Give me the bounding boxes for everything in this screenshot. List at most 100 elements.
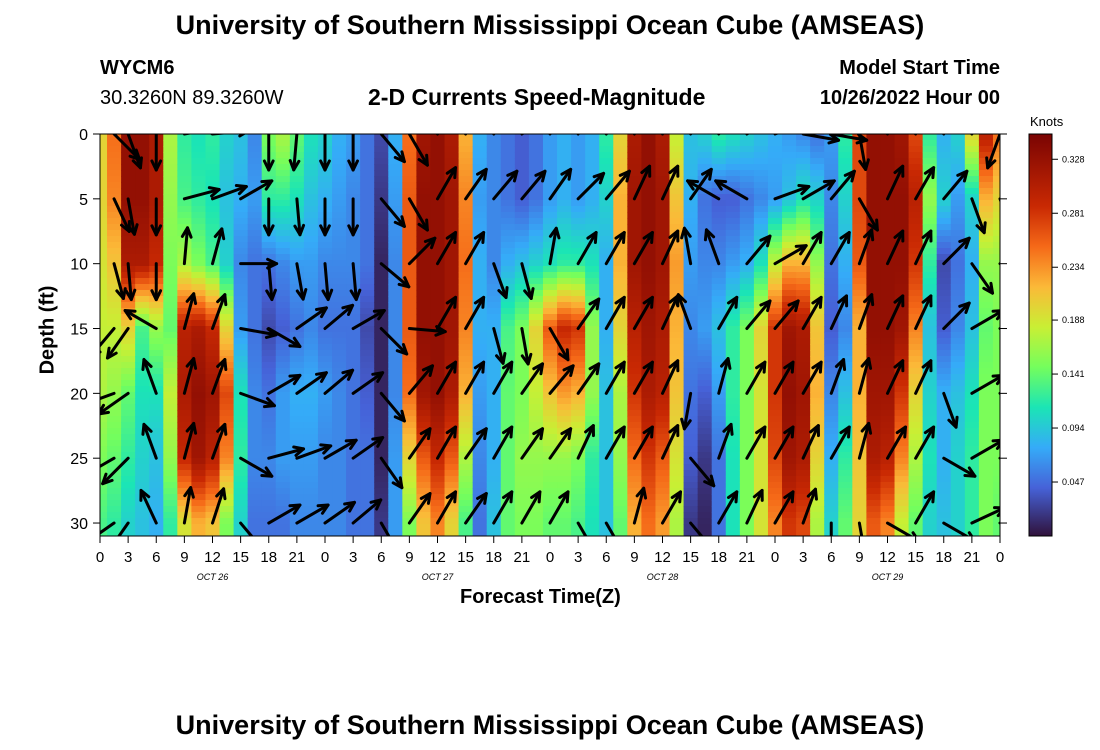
heat-cell — [388, 158, 403, 165]
heat-cell — [571, 188, 586, 195]
heat-cell — [219, 272, 235, 279]
heat-cell — [753, 464, 769, 471]
heat-cell — [753, 314, 769, 321]
heat-cell — [669, 386, 685, 393]
current-vector — [407, 236, 437, 266]
heat-cell — [669, 206, 685, 213]
current-vector — [886, 294, 905, 331]
heat-cell — [472, 224, 488, 231]
heat-cell — [191, 326, 207, 333]
current-vector — [914, 134, 918, 136]
heat-cell — [100, 266, 108, 273]
heat-cell — [486, 374, 502, 381]
heat-cell — [247, 440, 263, 447]
heat-cell — [683, 308, 699, 315]
heat-cell — [964, 230, 980, 237]
heat-cell — [458, 164, 474, 171]
heat-cell — [753, 530, 769, 536]
heat-cell — [219, 254, 235, 261]
heat-cell — [528, 530, 544, 536]
heat-cell — [135, 350, 150, 357]
heat-cell — [964, 188, 980, 195]
heat-cell — [922, 350, 938, 357]
heat-cell — [796, 506, 811, 513]
heat-cell — [585, 452, 600, 459]
current-vector — [211, 358, 228, 395]
heat-cell — [472, 308, 488, 315]
heat-cell — [922, 158, 938, 165]
heat-cell — [247, 494, 263, 501]
heat-cell — [824, 212, 839, 219]
heat-cell — [908, 380, 924, 387]
heat-cell — [514, 350, 530, 357]
heat-cell — [374, 416, 389, 423]
heat-cell — [500, 416, 516, 423]
heat-cell — [233, 488, 249, 495]
heat-cell — [753, 146, 769, 153]
heat-cell — [838, 158, 853, 165]
heat-cell — [810, 164, 825, 171]
heat-cell — [528, 524, 544, 531]
heat-cell — [753, 500, 769, 507]
heat-cell — [824, 272, 839, 279]
heat-cell — [332, 452, 347, 459]
heat-cell — [346, 398, 361, 405]
heat-cell — [289, 278, 305, 285]
heat-cell — [866, 512, 882, 519]
heat-cell — [978, 170, 994, 177]
heat-cell — [500, 476, 516, 483]
heat-cell — [303, 212, 319, 219]
heat-cell — [978, 530, 994, 536]
current-vector — [351, 309, 386, 331]
current-vector — [829, 231, 851, 266]
heat-cell — [669, 506, 685, 513]
heat-cell — [289, 404, 305, 411]
heat-cell — [163, 380, 178, 387]
heat-cell — [753, 350, 769, 357]
heat-cell — [627, 494, 643, 501]
heat-cell — [261, 488, 277, 495]
heat-cell — [571, 212, 586, 219]
heat-cell — [725, 338, 741, 345]
heat-cell — [936, 434, 952, 441]
heat-cell — [936, 482, 952, 489]
heat-cell — [894, 356, 910, 363]
heat-cell — [950, 176, 966, 183]
heat-cell — [767, 224, 783, 231]
heat-cell — [739, 530, 755, 536]
heat-cell — [866, 470, 882, 477]
heat-cell — [725, 194, 741, 201]
heat-cell — [964, 320, 980, 327]
heat-cell — [100, 182, 108, 189]
heat-cell — [936, 362, 952, 369]
heat-cell — [163, 470, 178, 477]
heat-cell — [542, 476, 558, 483]
heat-cell — [824, 350, 839, 357]
heat-cell — [486, 404, 502, 411]
heat-cell — [486, 476, 502, 483]
heat-cell — [472, 188, 488, 195]
heat-cell — [388, 452, 403, 459]
heat-cell — [753, 170, 769, 177]
heat-cell — [542, 212, 558, 219]
heat-cell — [100, 134, 108, 141]
heat-cell — [753, 200, 769, 207]
heat-cell — [725, 452, 741, 459]
heat-cell — [683, 344, 699, 351]
heat-cell — [655, 218, 671, 225]
heat-cell — [838, 176, 853, 183]
current-vector — [150, 197, 163, 237]
heat-cell — [810, 242, 825, 249]
heat-cell — [810, 452, 825, 459]
heat-cell — [402, 278, 418, 285]
heat-cell — [486, 224, 502, 231]
heat-cell — [317, 350, 333, 357]
heat-cell — [641, 326, 657, 333]
heat-cell — [416, 272, 432, 279]
heat-cell — [346, 524, 361, 531]
heat-cell — [374, 254, 389, 261]
current-vector — [576, 171, 606, 201]
heat-cell — [303, 530, 319, 536]
heat-cell — [992, 146, 1000, 153]
heat-cell — [444, 320, 460, 327]
